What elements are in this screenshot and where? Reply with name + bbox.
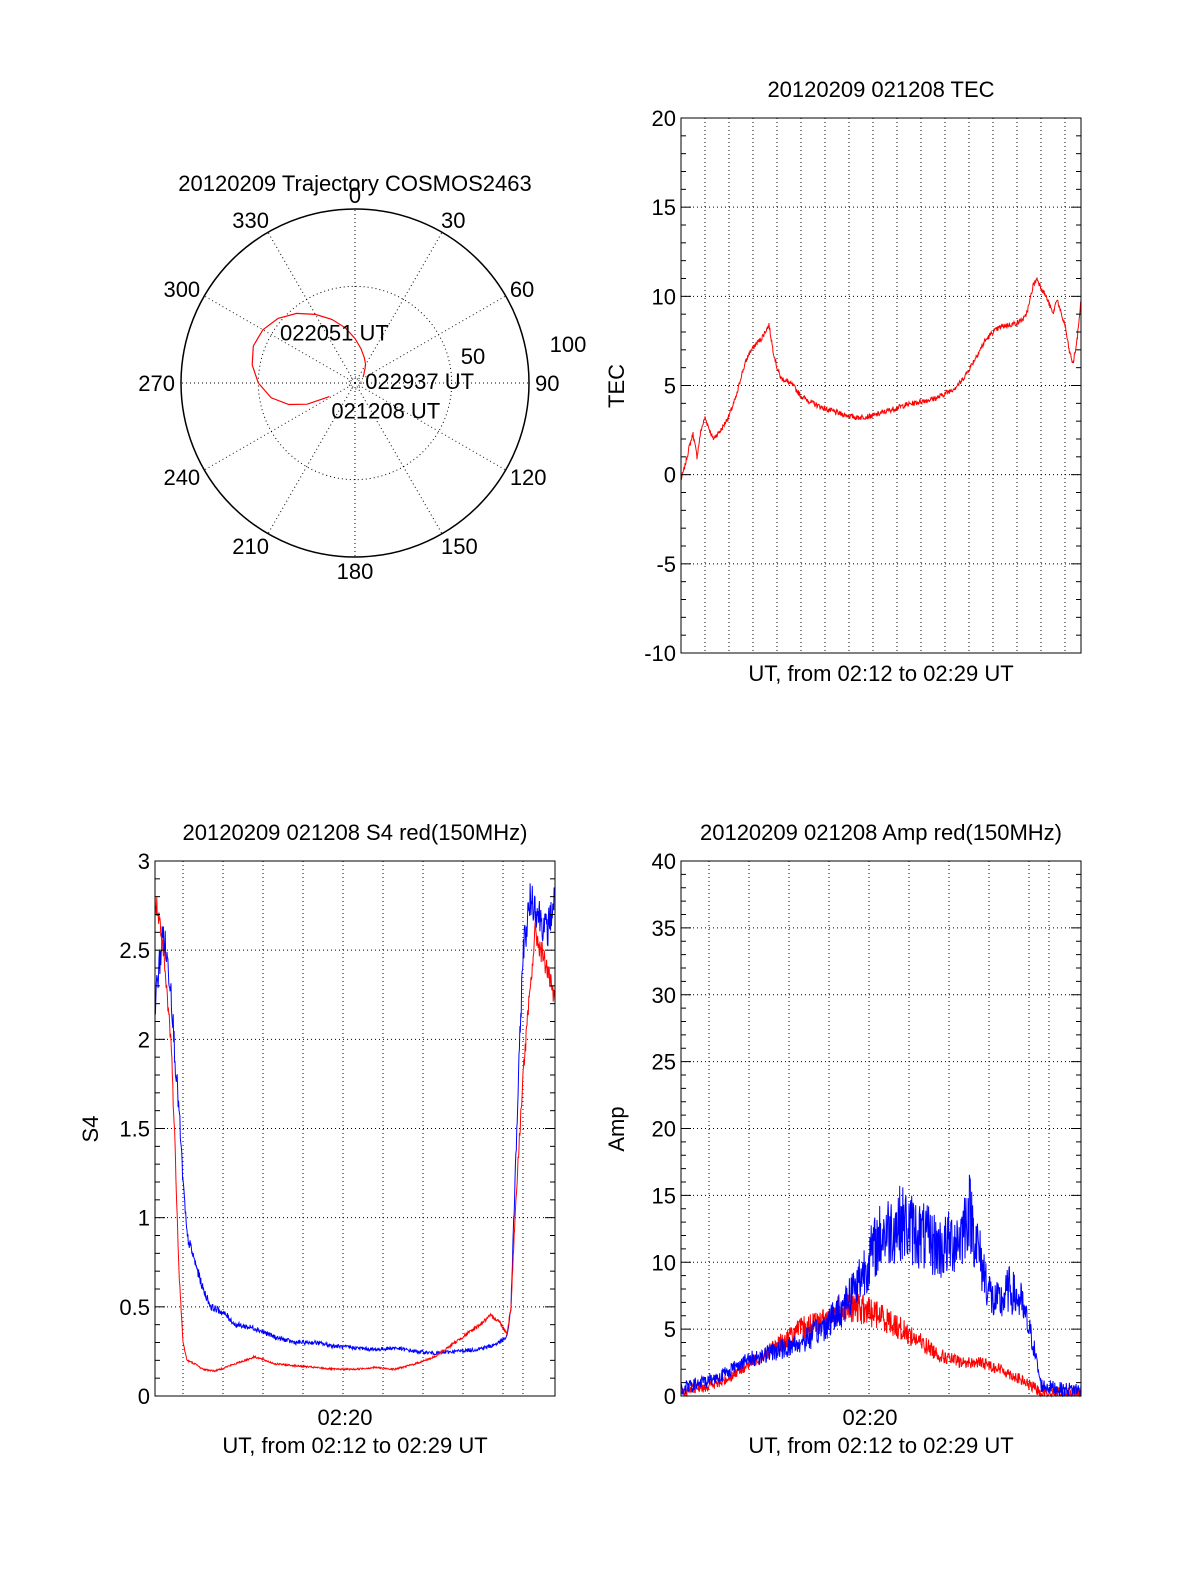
polar-spoke-30: [354, 232, 443, 384]
s4-series-0: [154, 883, 556, 1356]
polar-spoke-240: [204, 382, 356, 471]
azimuth-label-300: 300: [163, 277, 200, 302]
amp-ytick-label-0: 0: [664, 1384, 676, 1409]
s4-ytick-label-4: 2: [138, 1027, 150, 1052]
tec-plot-area: [680, 277, 1082, 480]
azimuth-label-210: 210: [232, 534, 269, 559]
s4-series-1: [154, 894, 556, 1373]
tec-ylabel: TEC: [604, 364, 629, 408]
trajectory-annotation-0: 022937 UT: [365, 369, 474, 394]
azimuth-label-240: 240: [163, 465, 200, 490]
tec-grid: [681, 118, 1081, 653]
polar-spoke-300: [204, 295, 356, 384]
s4-panel: 20120209 021208 S4 red(150MHz) 0 0.5 1 1.5 2…: [78, 820, 556, 1458]
trajectory-annotation-1: 022051 UT: [280, 320, 389, 345]
azimuth-label-150: 150: [441, 534, 478, 559]
tec-series-0: [680, 277, 1082, 480]
s4-grid: [155, 861, 555, 1396]
amp-ytick-label-3: 15: [652, 1183, 676, 1208]
ring-label-100: 100: [550, 332, 587, 357]
azimuth-label-90: 90: [535, 371, 559, 396]
s4-y-ticks: 0 0.5 1 1.5 2 2.5 3: [119, 849, 555, 1409]
s4-x-tick-label: 02:20: [317, 1405, 372, 1430]
tec-panel: 20120209 021208 TEC -10 -5 0 5 10 15 20 TEC UT…: [604, 77, 1082, 686]
azimuth-label-330: 330: [232, 208, 269, 233]
trajectory-annotation-2: 021208 UT: [331, 399, 440, 424]
amp-ytick-label-2: 10: [652, 1250, 676, 1275]
tec-ytick-label-2: 0: [664, 463, 676, 488]
amp-ytick-label-4: 20: [652, 1117, 676, 1142]
polar-spoke-60: [354, 295, 506, 384]
polar-spoke-150: [354, 382, 443, 534]
tec-ytick-label-4: 10: [652, 284, 676, 309]
amp-series-0: [680, 1293, 1082, 1398]
tec-ytick-label-3: 5: [664, 374, 676, 399]
azimuth-label-60: 60: [510, 277, 534, 302]
s4-xlabel: UT, from 02:12 to 02:29 UT: [222, 1433, 487, 1458]
s4-ytick-label-5: 2.5: [119, 938, 150, 963]
azimuth-label-0: 0: [349, 183, 361, 208]
s4-plot-area: [154, 883, 556, 1373]
azimuth-label-270: 270: [138, 371, 175, 396]
ring-label-50: 50: [461, 344, 485, 369]
amp-ytick-label-5: 25: [652, 1050, 676, 1075]
amp-panel: 20120209 021208 Amp red(150MHz) 0 5 10 15 20…: [604, 820, 1082, 1458]
polar-spoke-330: [267, 232, 356, 384]
amp-plot-area: [680, 1174, 1082, 1398]
tec-title: 20120209 021208 TEC: [767, 77, 994, 102]
azimuth-label-180: 180: [337, 559, 374, 584]
amp-title: 20120209 021208 Amp red(150MHz): [700, 820, 1062, 845]
amp-ytick-label-8: 40: [652, 849, 676, 874]
s4-ytick-label-2: 1: [138, 1206, 150, 1231]
s4-ytick-label-1: 0.5: [119, 1295, 150, 1320]
s4-ytick-label-6: 3: [138, 849, 150, 874]
s4-ytick-label-3: 1.5: [119, 1117, 150, 1142]
tec-xlabel: UT, from 02:12 to 02:29 UT: [748, 661, 1013, 686]
polar-center-ring: [348, 376, 362, 390]
s4-title: 20120209 021208 S4 red(150MHz): [183, 820, 528, 845]
azimuth-label-30: 30: [441, 208, 465, 233]
polar-spoke-210: [267, 382, 356, 534]
tec-ytick-label-0: -10: [644, 641, 676, 666]
tec-ytick-label-6: 20: [652, 106, 676, 131]
tec-y-ticks: -10 -5 0 5 10 15 20: [644, 106, 1081, 666]
trajectory-line: [251, 312, 367, 406]
amp-ylabel: Amp: [604, 1106, 629, 1151]
s4-ylabel: S4: [78, 1116, 103, 1143]
azimuth-label-120: 120: [510, 465, 547, 490]
amp-ytick-label-7: 35: [652, 916, 676, 941]
amp-xlabel: UT, from 02:12 to 02:29 UT: [748, 1433, 1013, 1458]
polar-trajectory: 022937 UT 022051 UT 021208 UT: [251, 312, 474, 424]
polar-spoke-120: [354, 382, 506, 471]
polar-trajectory-panel: 20120209 Trajectory COSMOS2463 0 30 60 90 12…: [138, 171, 586, 584]
amp-ytick-label-1: 5: [664, 1317, 676, 1342]
amp-ytick-label-6: 30: [652, 983, 676, 1008]
s4-ytick-label-0: 0: [138, 1384, 150, 1409]
amp-x-tick-label: 02:20: [842, 1405, 897, 1430]
polar-outer-circle: [180, 208, 530, 558]
polar-grid: [180, 208, 530, 558]
polar-title: 20120209 Trajectory COSMOS2463: [178, 171, 531, 196]
tec-ytick-label-1: -5: [656, 552, 676, 577]
amp-y-ticks: 0 5 10 15 20 25 30 35 40: [652, 849, 1081, 1409]
tec-ytick-label-5: 15: [652, 195, 676, 220]
polar-labels: 0 30 60 90 120 150 180 210 240 270 300 330 50 100: [138, 183, 586, 584]
amp-series-1: [680, 1174, 1082, 1398]
